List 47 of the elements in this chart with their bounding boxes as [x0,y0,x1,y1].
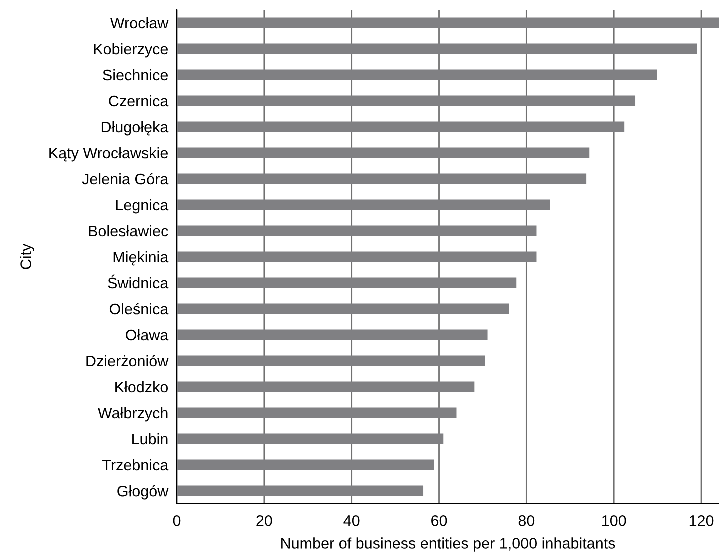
x-tick-label: 20 [256,516,272,526]
y-tick-label: Legnica [116,199,169,214]
bar [177,122,625,132]
y-tick-label: Dzierżoniów [86,355,169,367]
y-tick-label: Wałbrzych [98,407,168,422]
y-tick-label: Kobierzyce [94,43,168,58]
y-tick-label: Bolesławiec [89,225,168,237]
y-tick-label: Trzebnica [102,459,169,471]
x-axis-title: Number of business entities per 1,000 inhabitants [282,538,616,552]
bar [177,200,550,210]
bar [177,434,444,444]
y-tick-label: Siechnice [103,69,168,81]
y-tick-label: Oława [126,329,169,341]
x-tick-label: 120 [690,516,714,526]
bar [177,408,457,418]
y-tick-label: Kłodzko [116,381,168,393]
bar [177,382,475,392]
y-tick-label: Jelenia Góra [82,173,169,185]
x-tick-label: 60 [432,516,448,526]
x-tick-label: 100 [602,516,626,526]
bar [177,96,636,106]
y-tick-label: Oleśnica [110,303,169,315]
bar [177,70,658,80]
bar [177,174,587,184]
x-tick-label: 0 [173,516,181,526]
y-tick-label: Kąty Wrocławskie [50,147,168,162]
bar [177,148,590,158]
y-tick-label: Miękinia [114,251,169,266]
x-tick-label: 80 [518,516,535,526]
y-tick-label: Czernica [109,95,169,107]
y-axis-title: City [20,244,34,270]
bar [177,304,510,314]
bar [177,18,719,28]
bar [177,44,698,54]
bar [177,356,486,366]
y-tick-label: Długołęka [102,121,169,136]
bar [177,252,537,262]
bar [177,460,434,470]
bar [177,278,517,288]
y-tick-label: Głogów [118,485,169,500]
y-tick-label: Wrocław [110,17,169,29]
bar [177,330,488,340]
y-tick-label: Lubin [132,433,168,445]
y-tick-label: Świdnica [108,274,169,289]
bar [177,486,424,496]
x-tick-label: 40 [344,516,360,526]
bar [177,226,537,236]
